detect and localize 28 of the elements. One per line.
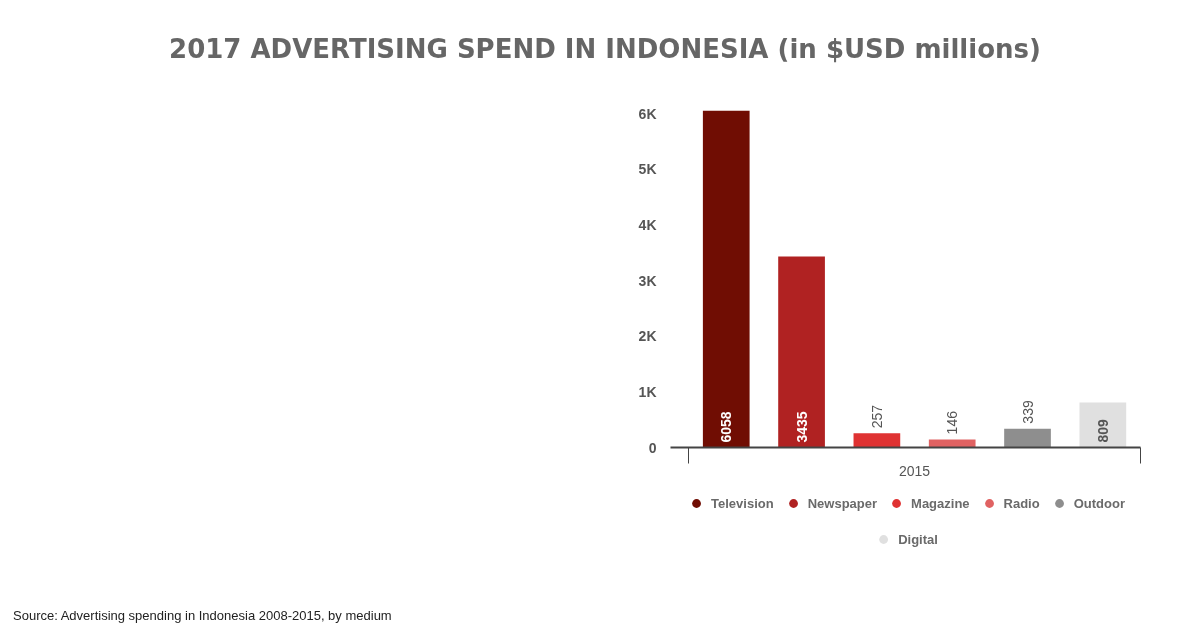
legend-label: Radio xyxy=(1003,495,1040,511)
y-tick-label: 5K xyxy=(638,161,657,178)
data-label: 3435 xyxy=(793,411,810,443)
legend-label: Television xyxy=(711,495,774,511)
legend-label: Digital xyxy=(898,531,938,547)
y-tick-label: 6K xyxy=(638,105,657,122)
y-tick-label: 2K xyxy=(638,328,657,345)
y-tick-label: 1K xyxy=(638,383,657,400)
bar xyxy=(853,433,901,448)
bar xyxy=(778,256,825,448)
y-tick-label: 3K xyxy=(638,272,657,289)
chart-title: 2017 ADVERTISING SPEND IN INDONESIA (in $USD millions) xyxy=(169,33,1041,66)
data-label: 257 xyxy=(868,404,885,429)
y-tick-label: 0 xyxy=(648,439,657,456)
bar xyxy=(702,110,750,448)
bar xyxy=(1004,428,1051,448)
legend-label: Outdoor xyxy=(1073,495,1125,511)
bar xyxy=(928,439,976,448)
legend-label: Magazine xyxy=(911,495,970,511)
x-tick-label: 2015 xyxy=(898,462,931,479)
data-label: 339 xyxy=(1019,400,1036,424)
legend-label: Newspaper xyxy=(807,495,878,511)
bar xyxy=(1079,402,1127,448)
data-label: 146 xyxy=(944,410,961,435)
source-note: Source: Advertising spending in Indonesia 2008-2015, by medium xyxy=(13,607,392,625)
y-tick-label: 4K xyxy=(638,216,657,233)
data-label: 6058 xyxy=(718,411,735,443)
data-label: 809 xyxy=(1094,418,1111,443)
